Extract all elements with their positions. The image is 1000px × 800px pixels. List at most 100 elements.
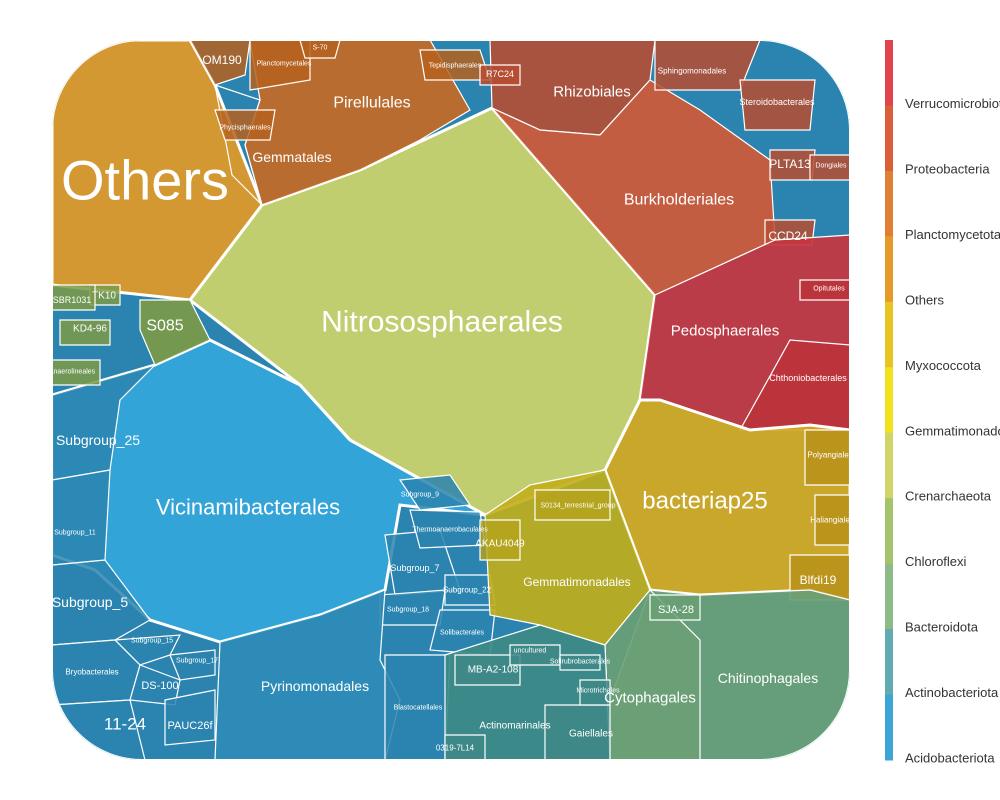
- label-sbr1031: SBR1031: [53, 295, 92, 305]
- label-s085: S085: [146, 318, 183, 335]
- cell-s085: [139, 299, 211, 366]
- label-sphingomonadales: Sphingomonadales: [658, 67, 727, 76]
- legend-label-planctomycetota: Planctomycetota: [905, 227, 1000, 242]
- label-ds-100: DS-100: [141, 680, 178, 692]
- legend-label-proteobacteria: Proteobacteria: [905, 161, 990, 176]
- legend-label-others: Others: [905, 292, 945, 307]
- label-gemmatales: Gemmatales: [252, 149, 331, 165]
- label-microtrichales: Microtrichales: [576, 688, 620, 695]
- label-blfdi19: Blfdi19: [800, 573, 837, 587]
- label-tk10: TK10: [92, 291, 116, 302]
- cell-solirubrobacterales: [559, 654, 601, 671]
- legend-label-actinobacteriota: Actinobacteriota: [905, 685, 999, 700]
- label-burkholderiales: Burkholderiales: [624, 192, 734, 209]
- cell-gemmatales: [214, 84, 264, 208]
- legend-swatch-myxococcota: [885, 301, 893, 368]
- cell-s-70: [299, 40, 341, 59]
- label-chitinophagales: Chitinophagales: [718, 670, 818, 686]
- label-tepidisphaerales: Tepidisphaerales: [429, 63, 482, 70]
- cell-sphingomonadales: [654, 40, 761, 91]
- label-uncultured: uncultured: [514, 648, 547, 655]
- label-subgroup-9: Subgroup_9: [401, 492, 439, 499]
- treemap-cells: [52, 40, 850, 760]
- cell-0319-7l14: [444, 734, 486, 760]
- legend-swatch-planctomycetota: [885, 170, 893, 237]
- legend-label-crenarchaeota: Crenarchaeota: [905, 489, 992, 504]
- label-11-24: 11-24: [104, 715, 146, 734]
- legend-label-gemmatimonadota: Gemmatimonadota: [905, 423, 1000, 438]
- label-subgroup-18: Subgroup_18: [387, 607, 429, 614]
- legend-swatch-actinobacteriota: [885, 629, 893, 696]
- cell-blfdi19: [789, 554, 850, 601]
- label-subgroup-7: Subgroup_7: [390, 563, 439, 573]
- label-phycisphaerales: Phycisphaerales: [219, 125, 271, 132]
- label-om190: OM190: [202, 53, 242, 67]
- label-nitrososphaerales: Nitrososphaerales: [321, 306, 563, 339]
- cell-sja-28: [649, 594, 701, 621]
- cell-s0134-terrestrial-group: [534, 489, 611, 521]
- label-subgroup-25: Subgroup_25: [56, 432, 140, 448]
- cell-r7c24: [479, 64, 521, 86]
- legend-swatch-crenarchaeota: [885, 432, 893, 499]
- legend-swatch-verrucomicrobiota: [885, 40, 893, 106]
- label-solirubrobacterales: Solirubrobacterales: [550, 659, 611, 666]
- cell-blastocatellales: [384, 654, 451, 760]
- cell-pauc26f: [164, 689, 216, 746]
- legend-label-bacteroidota: Bacteroidota: [905, 620, 979, 635]
- cell-kd4-96: [59, 319, 111, 346]
- label-actinomarinales: Actinomarinales: [479, 721, 550, 732]
- label-steroidobacterales: Steroidobacterales: [739, 97, 815, 107]
- label-mb-a2-108: MB-A2-108: [468, 665, 519, 676]
- label-0319-7l14: 0319-7L14: [436, 744, 475, 753]
- cell-polyangiales: [804, 429, 850, 486]
- cell-planctomycetales: [249, 40, 311, 91]
- legend-swatch-acidobacteriota: [885, 694, 893, 761]
- label-r7c24: R7C24: [486, 69, 514, 79]
- label-gemmatimonadales: Gemmatimonadales: [523, 575, 630, 589]
- cell-haliangiales: [814, 494, 850, 546]
- label-vicinamibacterales: Vicinamibacterales: [156, 495, 340, 520]
- label-akau4049: AKAU4049: [475, 539, 525, 550]
- label-ccd24: CCD24: [768, 229, 808, 243]
- cell-phycisphaerales: [214, 109, 276, 141]
- cell-mb-a2-108: [454, 654, 521, 686]
- cell-subgroup-11: [52, 469, 111, 566]
- label-dongiales: Dongiales: [815, 163, 847, 170]
- label-chthoniobacterales: Chthoniobacterales: [769, 373, 847, 383]
- label-sja-28: SJA-28: [658, 604, 694, 616]
- label-s-70: S-70: [313, 45, 328, 52]
- label-haliangiales: Haliangiales: [810, 516, 854, 525]
- cell-anaerolineales: [52, 359, 101, 386]
- label-pauc26f: PAUC26f: [167, 720, 213, 732]
- cell-steroidobacterales: [739, 79, 816, 131]
- legend-label-verrucomicrobiota: Verrucomicrobiota: [905, 96, 1000, 111]
- label-blastocatellales: Blastocatellales: [394, 705, 443, 712]
- cell-subgroup-25: [52, 364, 156, 481]
- legend-swatch-proteobacteria: [885, 105, 893, 172]
- label-pedosphaerales: Pedosphaerales: [671, 323, 779, 340]
- label-anaerolineales: Anaerolineales: [49, 369, 96, 376]
- label-subgroup-17: Subgroup_17: [176, 658, 218, 665]
- cell-subgroup-9: [398, 474, 472, 511]
- legend-swatch-chloroflexi: [885, 498, 893, 565]
- legend-swatch-gemmatimonadota: [885, 367, 893, 434]
- cell-microtrichales: [579, 679, 611, 706]
- cell-sbr1031: [52, 284, 96, 311]
- label-planctomycetales: Planctomycetales: [257, 61, 312, 68]
- label-s0134-terrestrial-group: S0134_terrestrial_group: [540, 503, 615, 510]
- legend-label-chloroflexi: Chloroflexi: [905, 554, 967, 569]
- legend-label-myxococcota: Myxococcota: [905, 358, 982, 373]
- label-subgroup-22: Subgroup_22: [443, 586, 492, 595]
- legend-swatch-bacteroidota: [885, 563, 893, 630]
- label-kd4-96: KD4-96: [73, 324, 107, 335]
- label-subgroup-5: Subgroup_5: [52, 594, 129, 610]
- cell-subgroup-17: [169, 649, 216, 681]
- legend-swatch-others: [885, 236, 893, 303]
- label-subgroup-15: Subgroup_15: [131, 638, 173, 645]
- cell-dongiales: [809, 154, 850, 181]
- label-polyangiales: Polyangiales: [807, 451, 852, 460]
- label-pyrinomonadales: Pyrinomonadales: [261, 678, 369, 694]
- cell-akau4049: [479, 519, 521, 561]
- label-cytophagales: Cytophagales: [604, 690, 696, 707]
